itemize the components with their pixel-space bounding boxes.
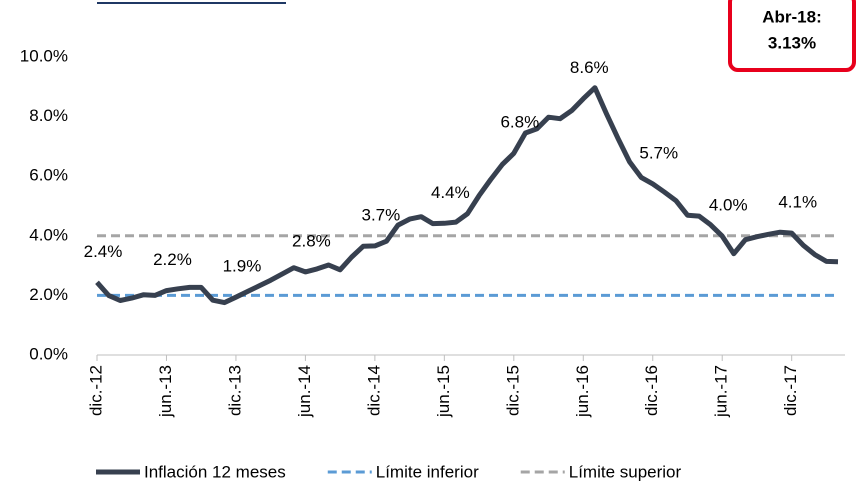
x-tick-label: jun.-14 [295,365,314,418]
data-label: 4.0% [709,196,748,215]
data-label: 3.7% [362,205,401,224]
x-tick-label: dic.-14 [364,365,383,416]
y-tick-label: 8.0% [29,106,68,125]
x-tick-label: jun.-13 [156,365,175,418]
annotation-text: Abr-18: [762,7,822,26]
y-tick-label: 2.0% [29,285,68,304]
x-tick-label: jun.-16 [573,365,592,418]
data-label: 2.8% [292,231,331,250]
x-tick-label: dic.-15 [503,365,522,416]
legend-label: Inflación 12 meses [144,462,286,481]
y-tick-label: 4.0% [29,225,68,244]
legend-label: Límite superior [569,462,682,481]
legend-label: Límite inferior [376,462,479,481]
data-label: 4.4% [431,183,470,202]
series-line [95,85,839,306]
data-label: 6.8% [500,113,539,132]
data-label: 1.9% [223,257,262,276]
x-tick-label: dic.-12 [86,365,105,416]
y-tick-label: 10.0% [20,46,68,65]
annotation-text: 3.13% [768,33,816,52]
y-tick-label: 6.0% [29,166,68,185]
data-label: 2.4% [84,242,123,261]
annotation-box [728,0,856,72]
x-tick-label: dic.-17 [781,365,800,416]
data-label: 5.7% [639,143,678,162]
x-tick-label: jun.-15 [434,365,453,418]
x-tick-label: dic.-13 [225,365,244,416]
data-label: 8.6% [570,58,609,77]
data-label: 2.2% [153,250,192,269]
data-label: 4.1% [778,193,817,212]
y-tick-label: 0.0% [29,344,68,363]
x-tick-label: dic.-16 [642,365,661,416]
x-tick-label: jun.-17 [712,365,731,418]
